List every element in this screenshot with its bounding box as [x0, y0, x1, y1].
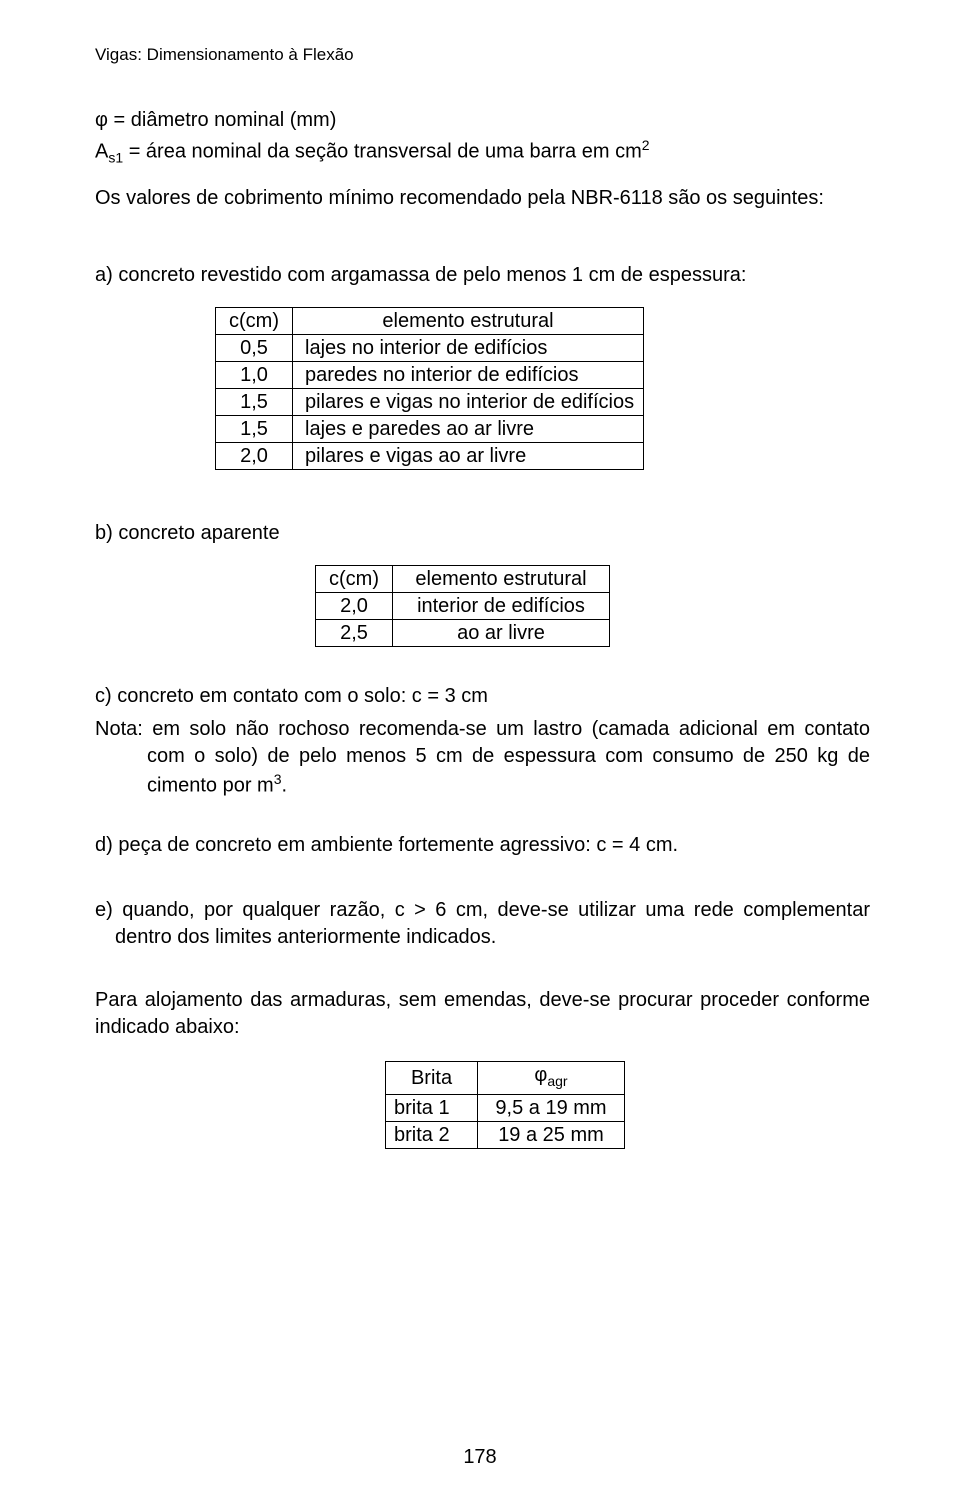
section-d: d) peça de concreto em ambiente fortemen…	[95, 832, 870, 859]
nota-sup: 3	[274, 771, 282, 787]
phi-agr-sub: agr	[547, 1073, 567, 1089]
section-a: a) concreto revestido com argamassa de p…	[95, 262, 870, 289]
table-row: brita 1 9,5 a 19 mm	[386, 1095, 625, 1122]
table3-h2: φagr	[478, 1062, 625, 1095]
table1-header-row: c(cm) elemento estrutural	[216, 308, 644, 335]
t1-e: pilares e vigas no interior de edifícios	[293, 389, 644, 416]
section-e: e) quando, por qualquer razão, c > 6 cm,…	[95, 897, 870, 951]
t1-e: lajes e paredes ao ar livre	[293, 416, 644, 443]
intro-paragraph: Os valores de cobrimento mínimo recomend…	[95, 185, 870, 212]
table-row: 0,5 lajes no interior de edifícios	[216, 335, 644, 362]
table3-wrap: Brita φagr brita 1 9,5 a 19 mm brita 2 1…	[385, 1061, 870, 1149]
t1-e: lajes no interior de edifícios	[293, 335, 644, 362]
t2-c: 2,5	[316, 620, 393, 647]
table2-header-row: c(cm) elemento estrutural	[316, 566, 610, 593]
as1-mid: = área nominal da seção transversal de u…	[123, 141, 642, 163]
table3: Brita φagr brita 1 9,5 a 19 mm brita 2 1…	[385, 1061, 625, 1149]
t1-c: 2,0	[216, 443, 293, 470]
phi-symbol: φ =	[95, 109, 131, 131]
table-row: 1,5 pilares e vigas no interior de edifí…	[216, 389, 644, 416]
definitions: φ = diâmetro nominal (mm) As1 = área nom…	[95, 107, 870, 168]
nota: Nota: em solo não rochoso recomenda-se u…	[95, 716, 870, 800]
t1-c: 1,5	[216, 416, 293, 443]
t2-e: interior de edifícios	[393, 593, 610, 620]
para-last: Para alojamento das armaduras, sem emend…	[95, 987, 870, 1041]
t3-p: 19 a 25 mm	[478, 1122, 625, 1149]
section-c: c) concreto em contato com o solo: c = 3…	[95, 683, 870, 710]
t3-b: brita 1	[386, 1095, 478, 1122]
section-b: b) concreto aparente	[95, 520, 870, 547]
t1-c: 1,5	[216, 389, 293, 416]
phi-agr-pre: φ	[534, 1064, 547, 1086]
page: Vigas: Dimensionamento à Flexão φ = diâm…	[0, 0, 960, 1497]
table-row: 2,0 pilares e vigas ao ar livre	[216, 443, 644, 470]
table1-h1: c(cm)	[216, 308, 293, 335]
table2-wrap: c(cm) elemento estrutural 2,0 interior d…	[315, 565, 870, 647]
table-row: brita 2 19 a 25 mm	[386, 1122, 625, 1149]
t3-p: 9,5 a 19 mm	[478, 1095, 625, 1122]
nota-post: .	[282, 775, 288, 797]
table3-h1: Brita	[386, 1062, 478, 1095]
t1-c: 1,0	[216, 362, 293, 389]
table3-header-row: Brita φagr	[386, 1062, 625, 1095]
t2-e: ao ar livre	[393, 620, 610, 647]
def-as1: As1 = área nominal da seção transversal …	[95, 136, 870, 168]
def-phi: φ = diâmetro nominal (mm)	[95, 107, 870, 134]
table2-h1: c(cm)	[316, 566, 393, 593]
t3-b: brita 2	[386, 1122, 478, 1149]
as1-sub: s1	[108, 150, 123, 166]
t2-c: 2,0	[316, 593, 393, 620]
table1-wrap: c(cm) elemento estrutural 0,5 lajes no i…	[215, 307, 870, 470]
table2: c(cm) elemento estrutural 2,0 interior d…	[315, 565, 610, 647]
phi-desc: diâmetro nominal (mm)	[131, 109, 337, 131]
table1: c(cm) elemento estrutural 0,5 lajes no i…	[215, 307, 644, 470]
t1-e: paredes no interior de edifícios	[293, 362, 644, 389]
table-row: 2,5 ao ar livre	[316, 620, 610, 647]
table-row: 1,0 paredes no interior de edifícios	[216, 362, 644, 389]
nota-text: Nota: em solo não rochoso recomenda-se u…	[95, 718, 870, 797]
table2-h2: elemento estrutural	[393, 566, 610, 593]
t1-c: 0,5	[216, 335, 293, 362]
table-row: 2,0 interior de edifícios	[316, 593, 610, 620]
t1-e: pilares e vigas ao ar livre	[293, 443, 644, 470]
table1-h2: elemento estrutural	[293, 308, 644, 335]
page-header: Vigas: Dimensionamento à Flexão	[95, 44, 870, 67]
page-number: 178	[0, 1444, 960, 1471]
as1-a: A	[95, 141, 108, 163]
table-row: 1,5 lajes e paredes ao ar livre	[216, 416, 644, 443]
as1-sup: 2	[642, 137, 650, 153]
